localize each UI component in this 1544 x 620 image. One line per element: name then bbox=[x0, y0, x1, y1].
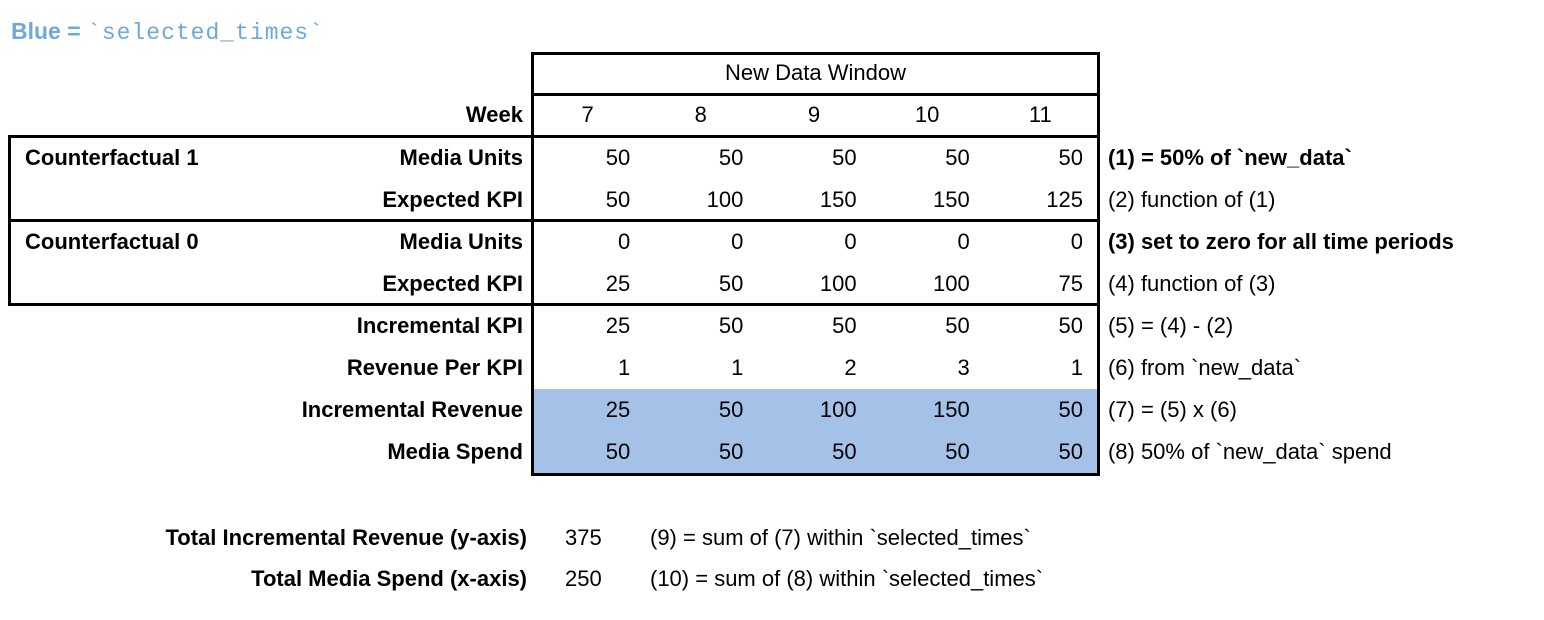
total-annotation: (9) = sum of (7) within `selected_times` bbox=[650, 524, 1031, 550]
border-under-week bbox=[8, 135, 1100, 138]
border-under-cf0 bbox=[8, 303, 1100, 306]
table-row-revenue-per-kpi: Revenue Per KPI 1 1 2 3 1 (6) from `new_… bbox=[0, 347, 1544, 389]
border-data-bottom bbox=[531, 473, 1100, 476]
cell-value: 2 bbox=[844, 355, 857, 380]
cell-value: 150 bbox=[819, 187, 857, 212]
cell-value: 100 bbox=[819, 397, 857, 422]
row-label: Expected KPI bbox=[382, 271, 523, 296]
border-data-left bbox=[531, 52, 534, 476]
selected-times-highlight bbox=[534, 389, 1097, 473]
cell-value: 0 bbox=[731, 229, 744, 254]
cell-value: 25 bbox=[605, 397, 631, 422]
cell-value: 0 bbox=[617, 229, 631, 254]
cell-value: 0 bbox=[1070, 229, 1083, 254]
cell-value: 50 bbox=[945, 313, 970, 338]
total-annotation: (10) = sum of (8) within `selected_times… bbox=[650, 565, 1044, 591]
border-under-window bbox=[531, 93, 1100, 96]
row-annotation: (3) set to zero for all time periods bbox=[1107, 229, 1454, 254]
cell-value: 150 bbox=[933, 397, 970, 422]
cell-value: 100 bbox=[819, 271, 857, 296]
total-label: Total Media Spend (x-axis) bbox=[251, 565, 527, 591]
row-annotation: (1) = 50% of `new_data` bbox=[1107, 145, 1352, 170]
cell-value: 50 bbox=[1058, 313, 1083, 338]
border-cf-divider bbox=[8, 219, 1100, 222]
row-label: Incremental KPI bbox=[356, 313, 523, 338]
total-incremental-revenue-row: Total Incremental Revenue (y-axis) 375 (… bbox=[0, 517, 1544, 558]
table-row-cf0-media-units: Counterfactual 0 Media Units 0 0 0 0 0 (… bbox=[0, 221, 1544, 263]
row-annotation: (7) = (5) x (6) bbox=[1107, 397, 1237, 422]
row-group-label: Counterfactual 1 bbox=[25, 145, 199, 170]
cell-value: 50 bbox=[718, 397, 744, 422]
cell-value: 50 bbox=[1058, 397, 1083, 422]
row-annotation: (8) 50% of `new_data` spend bbox=[1107, 439, 1392, 464]
row-label: Expected KPI bbox=[382, 187, 523, 212]
window-header: New Data Window bbox=[725, 59, 906, 85]
week-row: Week 7 8 9 10 11 bbox=[0, 95, 1544, 135]
border-data-right bbox=[1097, 52, 1100, 476]
week-number: 11 bbox=[1028, 102, 1052, 127]
week-label: Week bbox=[465, 102, 523, 127]
cell-value: 0 bbox=[844, 229, 857, 254]
cell-value: 3 bbox=[957, 355, 970, 380]
cell-value: 50 bbox=[718, 439, 744, 464]
cell-value: 50 bbox=[605, 187, 631, 212]
cell-value: 50 bbox=[832, 145, 857, 170]
cell-value: 50 bbox=[945, 439, 970, 464]
cell-value: 75 bbox=[1058, 271, 1083, 296]
cell-value: 25 bbox=[605, 313, 631, 338]
cell-value: 50 bbox=[605, 145, 631, 170]
row-label: Media Units bbox=[399, 145, 523, 170]
cell-value: 1 bbox=[617, 355, 631, 380]
border-labelbox-left bbox=[8, 135, 11, 306]
cell-value: 0 bbox=[957, 229, 970, 254]
row-annotation: (4) function of (3) bbox=[1107, 271, 1276, 296]
total-value: 375 bbox=[565, 524, 602, 550]
cell-value: 50 bbox=[718, 145, 744, 170]
total-value: 250 bbox=[565, 565, 602, 591]
table-row-cf0-expected-kpi: Expected KPI 25 50 100 100 75 (4) functi… bbox=[0, 263, 1544, 305]
cell-value: 50 bbox=[832, 313, 857, 338]
cell-value: 50 bbox=[1058, 439, 1083, 464]
row-annotation: (5) = (4) - (2) bbox=[1107, 313, 1234, 338]
cell-value: 100 bbox=[933, 271, 970, 296]
cell-value: 50 bbox=[605, 439, 631, 464]
week-number: 9 bbox=[807, 102, 821, 127]
cell-value: 50 bbox=[1058, 145, 1083, 170]
row-label: Media Spend bbox=[387, 439, 523, 464]
cell-value: 50 bbox=[945, 145, 970, 170]
cell-value: 1 bbox=[731, 355, 744, 380]
row-label: Revenue Per KPI bbox=[346, 355, 523, 380]
table-row-incremental-kpi: Incremental KPI 25 50 50 50 50 (5) = (4)… bbox=[0, 305, 1544, 347]
table-row-media-spend: Media Spend 50 50 50 50 50 (8) 50% of `n… bbox=[0, 431, 1544, 473]
row-annotation: (6) from `new_data` bbox=[1107, 355, 1302, 380]
total-media-spend-row: Total Media Spend (x-axis) 250 (10) = su… bbox=[0, 558, 1544, 599]
row-label: Media Units bbox=[399, 229, 523, 254]
legend-note-prefix: Blue = bbox=[11, 18, 81, 44]
cell-value: 50 bbox=[832, 439, 857, 464]
legend-note: Blue = `selected_times` bbox=[11, 18, 324, 46]
table-row-cf1-media-units: Counterfactual 1 Media Units 50 50 50 50… bbox=[0, 137, 1544, 179]
table-row-cf1-expected-kpi: Expected KPI 50 100 150 150 125 (2) func… bbox=[0, 179, 1544, 221]
cell-value: 1 bbox=[1070, 355, 1083, 380]
row-label: Incremental Revenue bbox=[301, 397, 523, 422]
cell-value: 150 bbox=[933, 187, 970, 212]
cell-value: 50 bbox=[718, 271, 744, 296]
cell-value: 25 bbox=[605, 271, 631, 296]
cell-value: 50 bbox=[718, 313, 744, 338]
cell-value: 100 bbox=[706, 187, 744, 212]
row-group-label: Counterfactual 0 bbox=[25, 229, 199, 254]
week-number: 8 bbox=[694, 102, 707, 127]
legend-note-code: `selected_times` bbox=[87, 20, 324, 46]
cell-value: 125 bbox=[1046, 187, 1083, 212]
table-row-incremental-revenue: Incremental Revenue 25 50 100 150 50 (7)… bbox=[0, 389, 1544, 431]
border-data-top bbox=[531, 52, 1100, 55]
row-annotation: (2) function of (1) bbox=[1107, 187, 1276, 212]
week-number: 7 bbox=[581, 102, 594, 127]
week-number: 10 bbox=[914, 102, 940, 127]
total-label: Total Incremental Revenue (y-axis) bbox=[165, 524, 528, 550]
